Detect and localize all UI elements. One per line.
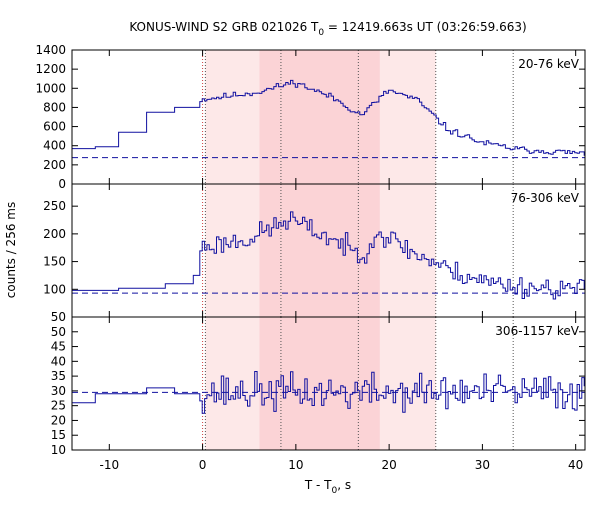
y-tick-label: 200 — [43, 227, 66, 241]
y-tick-label: 1400 — [35, 43, 66, 57]
x-tick-label: 20 — [381, 458, 396, 472]
y-tick-label: 50 — [51, 325, 66, 339]
y-tick-label: 25 — [51, 399, 66, 413]
y-tick-label: 10 — [51, 443, 66, 457]
y-tick-label: 400 — [43, 139, 66, 153]
y-tick-label: 20 — [51, 413, 66, 427]
y-tick-label: 200 — [43, 158, 66, 172]
x-tick-label: 10 — [288, 458, 303, 472]
x-axis-label: T - T0, s — [304, 478, 351, 496]
chart-title: KONUS-WIND S2 GRB 021026 T0 = 12419.663s… — [129, 20, 526, 38]
light-curve-series — [72, 371, 585, 414]
panel-1: 0 200 400 600 800 1000 1200 1400 20-76 keV — [35, 43, 586, 191]
x-tick-label: 40 — [568, 458, 583, 472]
panel-2: 50 100 150 200 250 76-306 keV — [43, 183, 586, 324]
light-curve-series — [72, 79, 585, 156]
energy-band-label: 20-76 keV — [518, 57, 580, 71]
y-tick-label: 250 — [43, 199, 66, 213]
y-tick-label: 30 — [51, 384, 66, 398]
y-tick-label: 1200 — [35, 62, 66, 76]
x-tick-label: -10 — [100, 458, 120, 472]
y-axis-label: counts / 256 ms — [4, 202, 18, 298]
x-tick-label: 30 — [475, 458, 490, 472]
y-tick-label: 800 — [43, 100, 66, 114]
panel-frame — [71, 316, 586, 451]
y-tick-label: 0 — [58, 177, 66, 191]
y-tick-label: 1000 — [35, 81, 66, 95]
y-tick-label: 100 — [43, 282, 66, 296]
energy-band-label: 76-306 keV — [511, 191, 580, 205]
shaded-interval-2 — [259, 184, 380, 317]
shaded-interval-2 — [259, 50, 380, 184]
y-tick-label: 50 — [51, 310, 66, 324]
y-tick-label: 150 — [43, 255, 66, 269]
light-curve-series — [72, 211, 585, 300]
y-tick-label: 35 — [51, 369, 66, 383]
energy-band-label: 306-1157 keV — [495, 324, 579, 338]
y-tick-label: 15 — [51, 428, 66, 442]
y-tick-label: 40 — [51, 354, 66, 368]
x-tick-label: 0 — [199, 458, 207, 472]
y-tick-label: 45 — [51, 340, 66, 354]
y-tick-label: 600 — [43, 120, 66, 134]
